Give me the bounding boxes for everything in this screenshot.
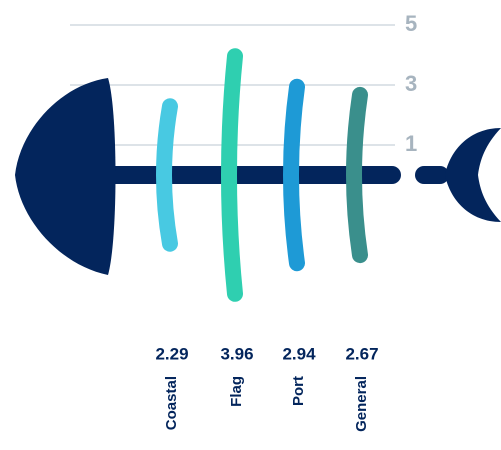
fish-tail xyxy=(445,128,501,222)
fish-head xyxy=(15,78,116,275)
category-label-group: Flag xyxy=(228,376,245,407)
y-tick-label: 5 xyxy=(405,11,417,36)
category-label-group: General xyxy=(353,376,370,432)
value-label: 2.29 xyxy=(155,344,188,363)
category-label: Coastal xyxy=(163,376,180,430)
category-label: General xyxy=(353,376,370,432)
bone xyxy=(156,98,178,252)
value-label: 3.96 xyxy=(220,344,253,363)
category-label-group: Coastal xyxy=(163,376,180,430)
y-tick-label: 3 xyxy=(405,71,417,96)
y-tick-label: 1 xyxy=(405,131,417,156)
value-label: 2.67 xyxy=(345,344,378,363)
bone xyxy=(221,48,243,302)
bone xyxy=(346,86,368,264)
category-label: Flag xyxy=(228,376,245,407)
bone xyxy=(283,78,305,272)
value-label: 2.94 xyxy=(282,344,316,363)
category-label: Port xyxy=(290,376,307,406)
category-label-group: Port xyxy=(290,376,307,406)
